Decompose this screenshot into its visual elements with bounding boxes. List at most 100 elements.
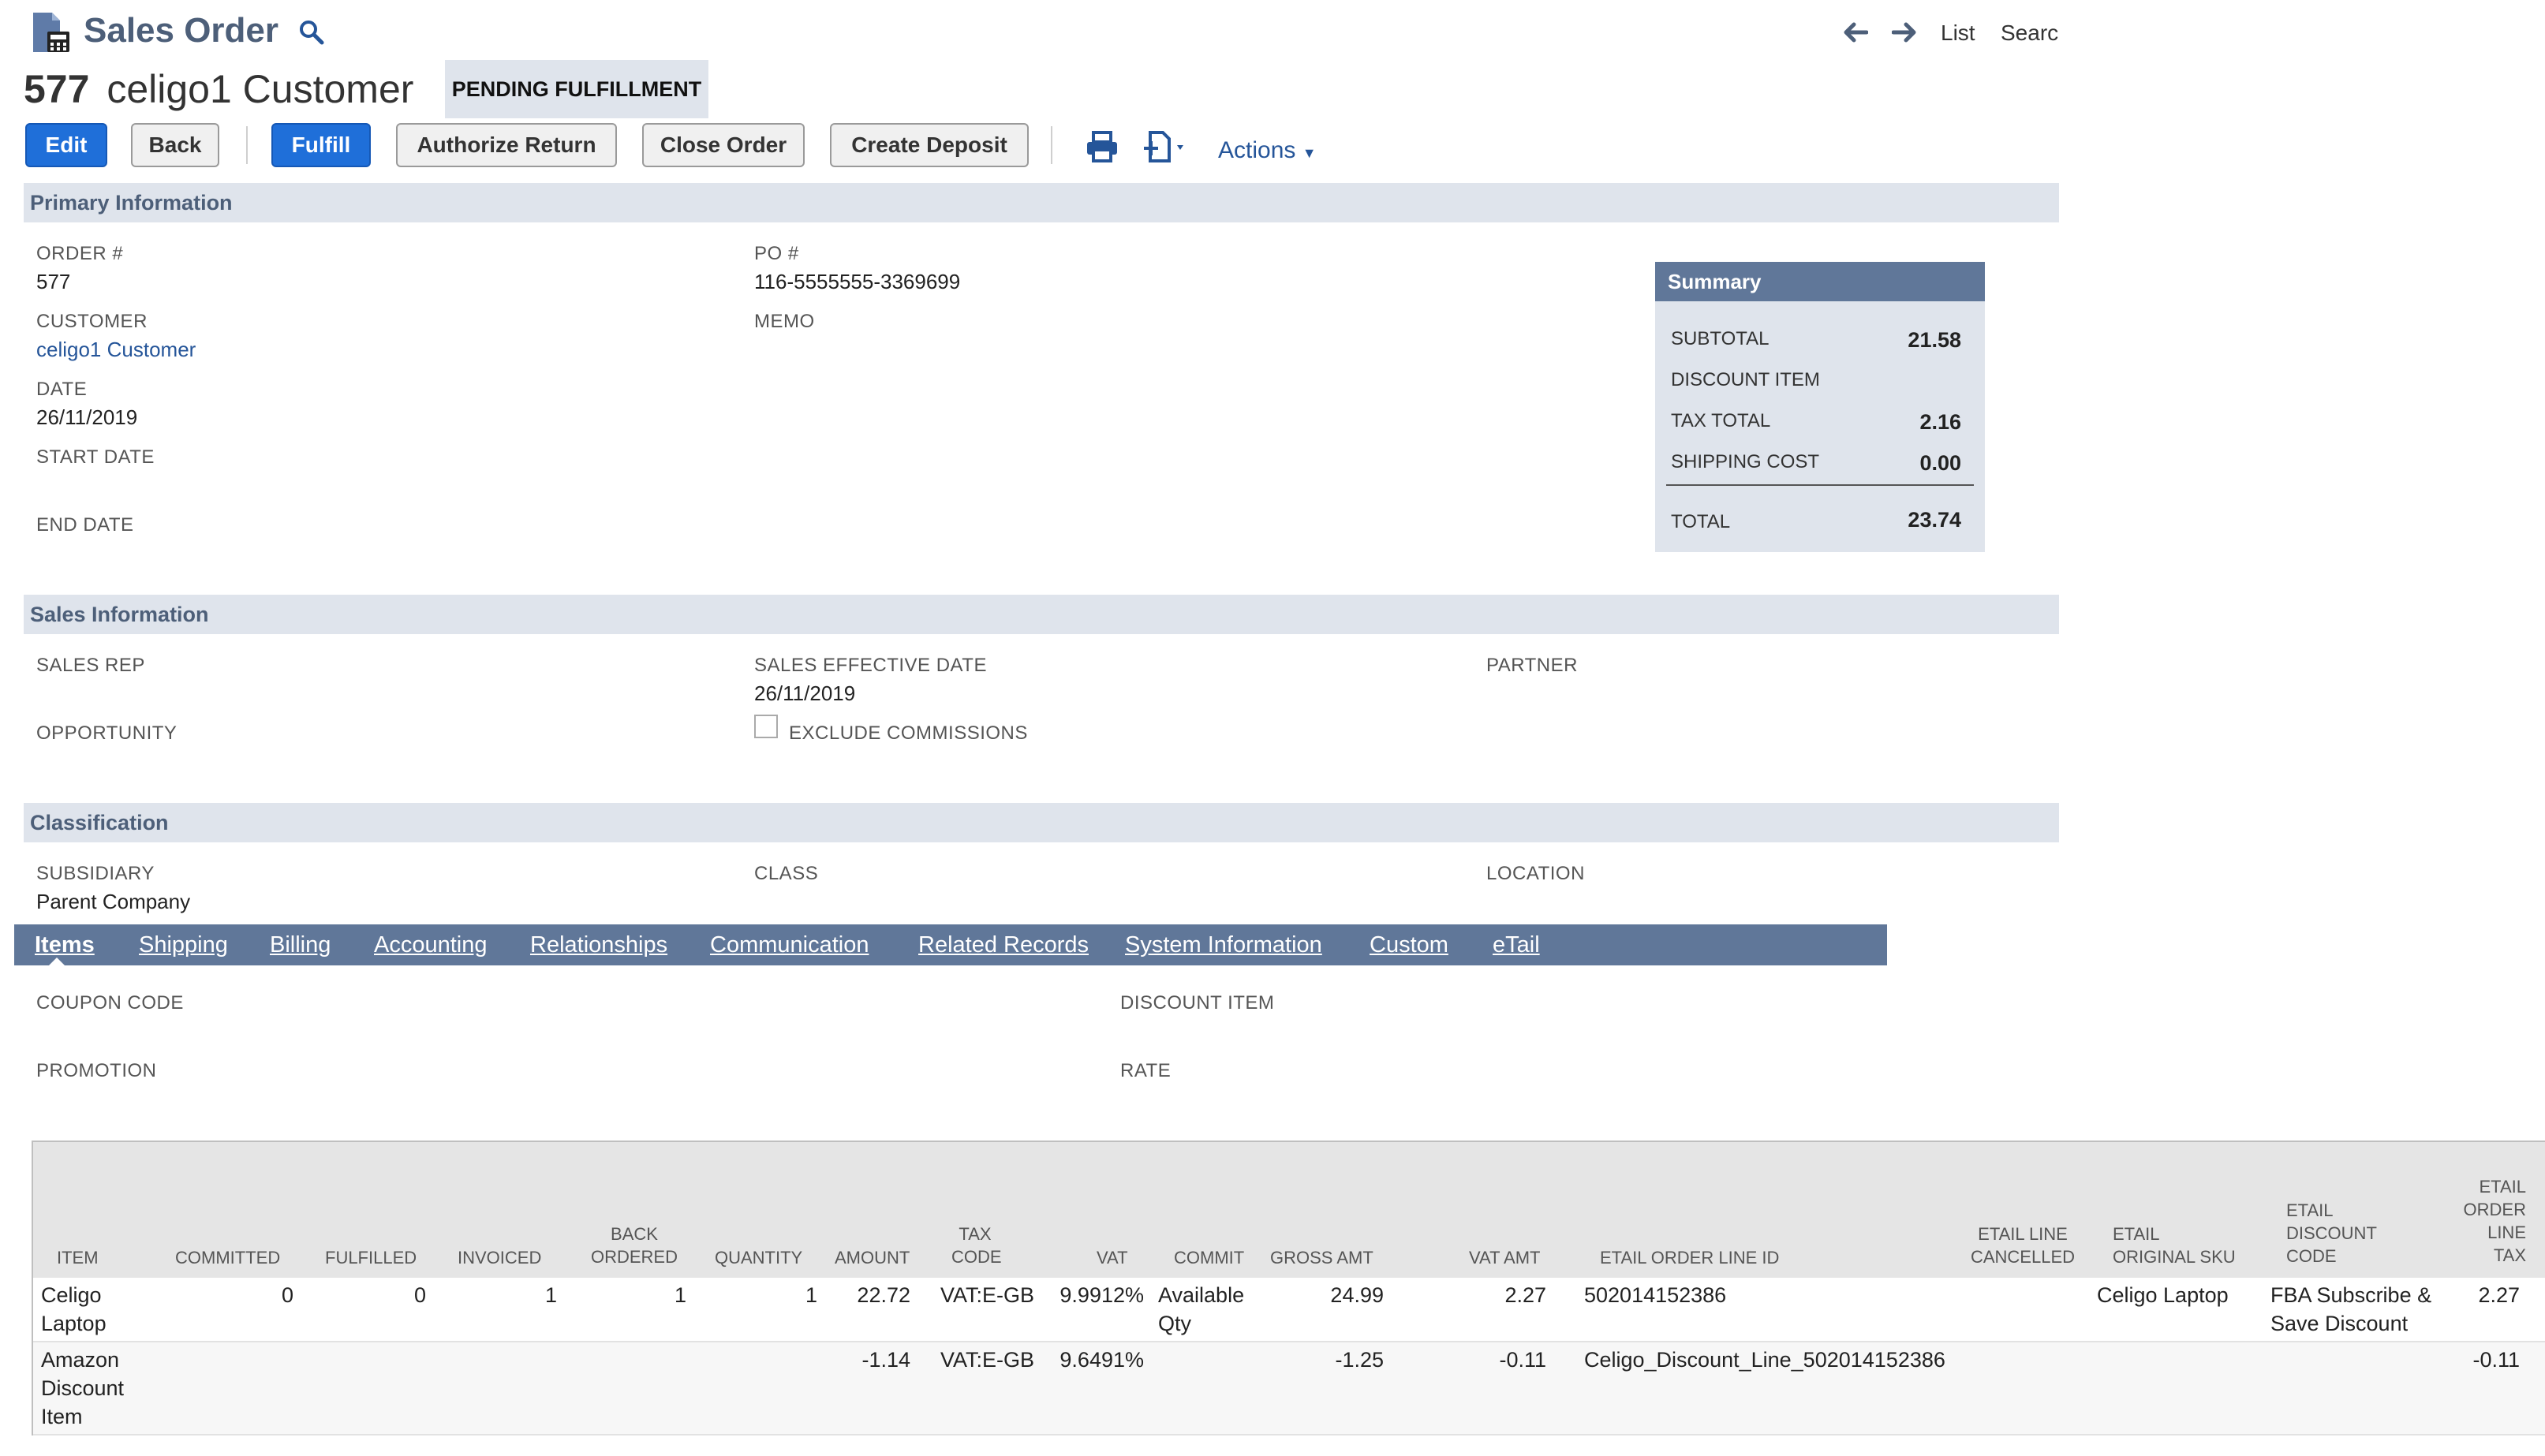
cell-back-ordered: 1: [674, 1283, 686, 1307]
back-button[interactable]: Back: [131, 123, 219, 167]
close-order-button[interactable]: Close Order: [642, 123, 805, 167]
col-item[interactable]: ITEM: [57, 1248, 99, 1267]
summary-panel: Summary SUBTOTAL 21.58 DISCOUNT ITEM TAX…: [1655, 262, 1985, 552]
promotion-label: PROMOTION: [36, 1060, 157, 1081]
tab-billing[interactable]: Billing: [270, 932, 331, 958]
tab-shipping[interactable]: Shipping: [139, 932, 228, 958]
sales-effective-date-label: SALES EFFECTIVE DATE: [754, 655, 987, 676]
col-etail-order-line-id[interactable]: ETAIL ORDER LINE ID: [1600, 1248, 1780, 1267]
subtotal-label: SUBTOTAL: [1671, 328, 1770, 349]
section-sales-information[interactable]: Sales Information: [24, 595, 2059, 634]
customer-title: celigo1 Customer: [107, 67, 414, 111]
subtab-bar: Items Shipping Billing Accounting Relati…: [14, 924, 1887, 965]
create-deposit-button[interactable]: Create Deposit: [830, 123, 1029, 167]
nav-back-arrow-icon[interactable]: [1841, 21, 1869, 44]
tab-accounting[interactable]: Accounting: [374, 932, 488, 958]
print-icon[interactable]: [1086, 131, 1119, 162]
tab-items[interactable]: Items: [35, 932, 95, 958]
authorize-return-button[interactable]: Authorize Return: [396, 123, 617, 167]
page-title: Sales Order: [84, 11, 279, 50]
col-etail-discount-code-line3: CODE: [2286, 1246, 2337, 1266]
item-link[interactable]: Amazon Discount Item: [41, 1346, 124, 1431]
col-etail-order-line-tax-line3: LINE: [2487, 1223, 2526, 1242]
exclude-commissions-checkbox[interactable]: [754, 715, 778, 738]
col-back-ordered[interactable]: BACK ORDERED: [587, 1223, 682, 1268]
customer-link[interactable]: celigo1 Customer: [36, 338, 196, 361]
col-committed[interactable]: COMMITTED: [175, 1248, 281, 1267]
tax-total-value: 2.16: [1919, 410, 1961, 434]
col-etail-original-sku-line2: ORIGINAL SKU: [2113, 1247, 2236, 1267]
sales-rep-label: SALES REP: [36, 655, 145, 676]
col-tax-code[interactable]: TAX CODE: [951, 1223, 1002, 1268]
new-document-icon[interactable]: [1142, 129, 1190, 164]
col-invoiced[interactable]: INVOICED: [458, 1248, 542, 1267]
date-value: 26/11/2019: [36, 405, 138, 429]
fulfill-button[interactable]: Fulfill: [271, 123, 371, 167]
grid-left-border: [32, 1141, 33, 1435]
col-etail-order-line-tax-line4: TAX: [2493, 1245, 2526, 1265]
table-row[interactable]: Amazon Discount Item -1.14 VAT:E-GB 9.64…: [32, 1342, 2545, 1435]
cell-etail-original-sku: Celigo Laptop: [2097, 1283, 2229, 1307]
col-etail-line-cancelled[interactable]: ETAIL LINE CANCELLED: [1968, 1223, 2078, 1268]
col-gross-amt[interactable]: GROSS AMT: [1270, 1248, 1373, 1267]
end-date-label: END DATE: [36, 514, 134, 536]
summary-shipping-row: SHIPPING COST 0.00: [1671, 451, 1961, 483]
cell-amount: -1.14: [861, 1348, 910, 1372]
col-etail-order-line-tax[interactable]: ETAIL ORDER LINE TAX: [2463, 1175, 2526, 1267]
tab-etail[interactable]: eTail: [1493, 932, 1540, 958]
col-etail-line-cancelled-line1: ETAIL LINE: [1978, 1224, 2068, 1244]
col-etail-discount-code[interactable]: ETAIL DISCOUNT CODE: [2286, 1199, 2377, 1267]
nav-search-text: Searc: [2001, 21, 2059, 45]
cell-gross-amt: -1.25: [1335, 1348, 1384, 1372]
tab-relationships[interactable]: Relationships: [530, 932, 668, 958]
col-amount[interactable]: AMOUNT: [835, 1248, 910, 1267]
col-etail-original-sku[interactable]: ETAIL ORIGINAL SKU: [2113, 1223, 2236, 1268]
item-name-line1: Celigo: [41, 1283, 102, 1307]
cell-tax-code: VAT:E-GB: [940, 1348, 1035, 1372]
po-label: PO #: [754, 243, 799, 264]
col-quantity[interactable]: QUANTITY: [715, 1248, 803, 1267]
item-link[interactable]: Celigo Laptop: [41, 1281, 107, 1338]
cell-committed: 0: [281, 1283, 293, 1307]
order-number-label: ORDER #: [36, 243, 124, 264]
col-etail-order-line-tax-line2: ORDER: [2463, 1200, 2526, 1219]
nav-list-link[interactable]: List: [1941, 21, 1975, 45]
col-etail-line-cancelled-line2: CANCELLED: [1970, 1247, 2076, 1267]
col-etail-order-line-tax-line1: ETAIL: [2479, 1177, 2526, 1197]
subsidiary-value: Parent Company: [36, 890, 191, 913]
col-tax-code-line1: TAX: [959, 1224, 992, 1244]
total-value: 23.74: [1908, 508, 1961, 532]
cell-etail-discount-code-line2: Save Discount: [2270, 1312, 2409, 1335]
order-number: 577: [24, 67, 90, 111]
tab-related-records[interactable]: Related Records: [918, 932, 1089, 958]
location-label: LOCATION: [1486, 863, 1585, 884]
cell-commit: Available Qty: [1158, 1281, 1244, 1338]
col-vat-amt[interactable]: VAT AMT: [1469, 1248, 1541, 1267]
table-row[interactable]: Celigo Laptop 0 0 1 1 1 22.72 VAT:E-GB 9…: [32, 1278, 2545, 1342]
po-value: 116-5555555-3369699: [754, 270, 961, 293]
actions-label: Actions: [1218, 137, 1296, 163]
col-commit[interactable]: COMMIT: [1174, 1248, 1245, 1267]
section-classification[interactable]: Classification: [24, 803, 2059, 842]
item-name-line1: Amazon: [41, 1348, 120, 1372]
col-vat[interactable]: VAT: [1097, 1248, 1128, 1267]
tab-system-information[interactable]: System Information: [1125, 932, 1322, 958]
search-icon[interactable]: [298, 19, 325, 46]
tab-custom[interactable]: Custom: [1370, 932, 1448, 958]
cell-etail-order-line-tax: -0.11: [2472, 1348, 2520, 1372]
cell-etail-discount-code-line1: FBA Subscribe &: [2270, 1283, 2432, 1307]
sales-order-icon: [32, 11, 71, 54]
nav-search-link[interactable]: Searc: [2001, 21, 2059, 46]
actions-menu[interactable]: Actions ▼: [1218, 137, 1317, 164]
discount-item-label: DISCOUNT ITEM: [1671, 369, 1820, 390]
tab-communication[interactable]: Communication: [710, 932, 869, 958]
subsidiary-label: SUBSIDIARY: [36, 863, 155, 884]
cell-tax-code: VAT:E-GB: [940, 1283, 1035, 1307]
section-primary-information[interactable]: Primary Information: [24, 183, 2059, 222]
edit-button[interactable]: Edit: [25, 123, 107, 167]
summary-discount-row: DISCOUNT ITEM: [1671, 369, 1961, 401]
nav-forward-arrow-icon[interactable]: [1891, 21, 1919, 44]
col-back-ordered-line1: BACK: [611, 1224, 658, 1244]
cell-vat: 9.9912%: [1059, 1283, 1144, 1307]
col-fulfilled[interactable]: FULFILLED: [325, 1248, 417, 1267]
